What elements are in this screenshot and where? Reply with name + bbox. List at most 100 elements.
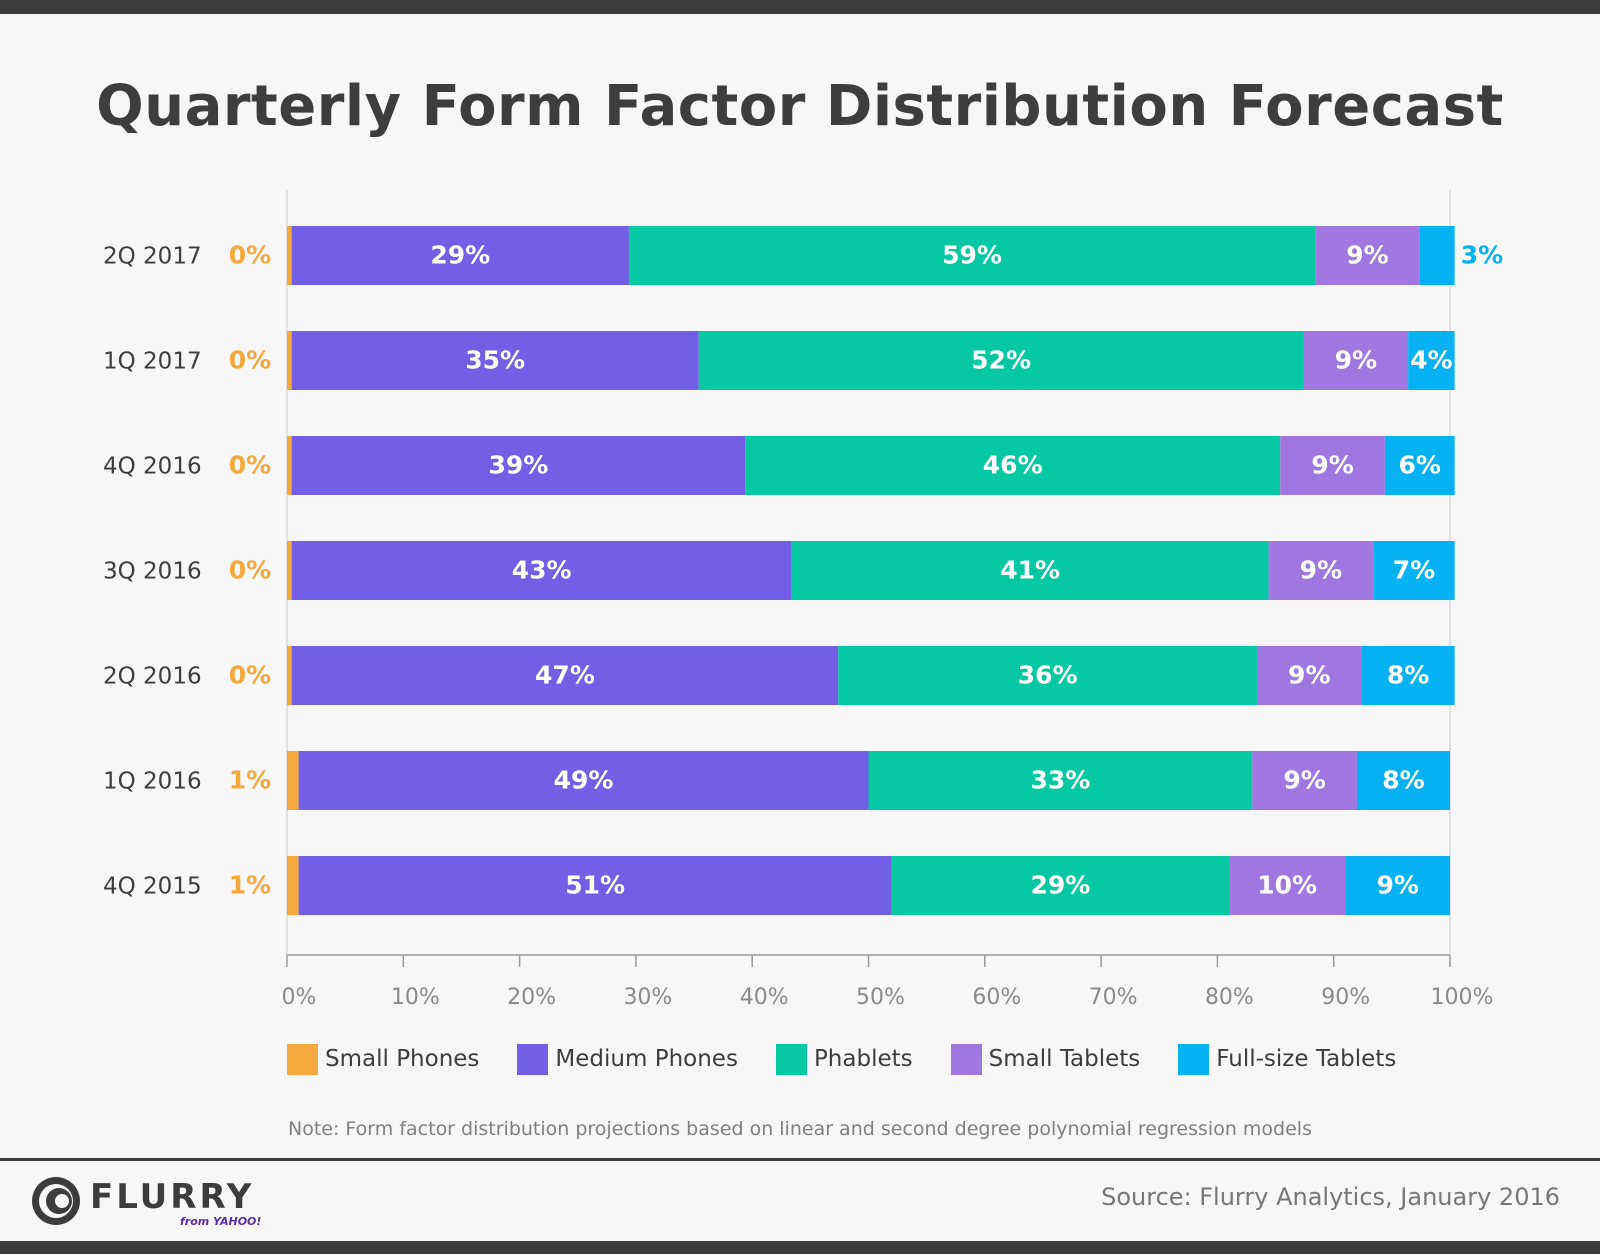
legend-item-full-size-tablets: Full-size Tablets xyxy=(1178,1043,1396,1075)
x-tick-label: 90% xyxy=(1321,985,1370,1010)
bar-medium-phones xyxy=(291,226,629,285)
data-label-small-tablets: 9% xyxy=(1288,661,1330,690)
x-tick-label: 50% xyxy=(856,985,905,1010)
category-label: 1Q 2016 xyxy=(103,769,202,795)
bar-small-tablets xyxy=(1268,541,1374,600)
top-bar xyxy=(0,0,1600,14)
legend-label-small-phones: Small Phones xyxy=(325,1046,480,1072)
legend-item-small-phones: Small Phones xyxy=(287,1043,480,1075)
bar-full-size-tablets xyxy=(1373,541,1455,600)
bar-medium-phones xyxy=(291,541,792,600)
x-tick-label: 70% xyxy=(1089,985,1138,1010)
data-label-small-phones: 0% xyxy=(229,346,271,375)
category-label: 2Q 2017 xyxy=(103,244,202,270)
data-label-medium-phones: 43% xyxy=(512,556,572,585)
legend-swatch-medium-phones xyxy=(517,1043,549,1075)
data-label-medium-phones: 35% xyxy=(465,346,525,375)
x-tick-label: 10% xyxy=(391,985,440,1010)
data-label-small-tablets: 9% xyxy=(1335,346,1377,375)
bar-phablets xyxy=(838,646,1257,705)
x-tick-label: 100% xyxy=(1431,985,1494,1010)
bar-full-size-tablets xyxy=(1356,751,1450,810)
legend-label-phablets: Phablets xyxy=(813,1046,913,1072)
legend-item-phablets: Phablets xyxy=(775,1043,913,1075)
footer-divider xyxy=(0,1158,1600,1161)
data-label-small-tablets: 10% xyxy=(1257,871,1317,900)
bar-phablets xyxy=(745,436,1281,495)
legend: Small Phones Medium Phones Phablets Smal… xyxy=(287,1043,1434,1075)
legend-item-small-tablets: Small Tablets xyxy=(950,1043,1141,1075)
bar-medium-phones xyxy=(298,856,892,915)
legend-swatch-phablets xyxy=(775,1043,807,1075)
bar-phablets xyxy=(628,226,1316,285)
data-label-full-size-tablets: 3% xyxy=(1461,241,1503,270)
bar-full-size-tablets xyxy=(1408,331,1455,390)
logo-wordmark: FLURRY xyxy=(90,1177,255,1217)
bar-small-tablets xyxy=(1229,856,1346,915)
footer: FLURRY from YAHOO! Source: Flurry Analyt… xyxy=(0,1161,1600,1241)
legend-swatch-full-size-tablets xyxy=(1178,1043,1210,1075)
legend-swatch-small-tablets xyxy=(950,1043,982,1075)
footnote: Note: Form factor distribution projectio… xyxy=(288,1118,1312,1140)
data-label-medium-phones: 49% xyxy=(554,766,614,795)
data-label-small-phones: 0% xyxy=(229,556,271,585)
bar-medium-phones xyxy=(298,751,869,810)
data-label-small-phones: 0% xyxy=(229,451,271,480)
data-label-phablets: 29% xyxy=(1030,871,1090,900)
flurry-logo: FLURRY from YAHOO! xyxy=(30,1175,280,1233)
data-label-full-size-tablets: 9% xyxy=(1376,871,1418,900)
data-label-small-tablets: 9% xyxy=(1300,556,1342,585)
bar-small-phones xyxy=(287,856,299,915)
data-label-phablets: 41% xyxy=(1000,556,1060,585)
legend-label-medium-phones: Medium Phones xyxy=(555,1046,738,1072)
data-label-small-phones: 1% xyxy=(229,871,271,900)
bar-small-tablets xyxy=(1256,646,1362,705)
logo-subtitle: from YAHOO! xyxy=(180,1215,262,1228)
stacked-bar-chart: 0% 10% 20% 30% 40% 50% 60% 70% 80% 90% 100% 2Q 2017… xyxy=(103,190,1503,1010)
legend-item-medium-phones: Medium Phones xyxy=(517,1043,738,1075)
bar-full-size-tablets xyxy=(1419,226,1455,285)
bar-small-phones xyxy=(287,751,299,810)
x-tick-label: 0% xyxy=(282,985,317,1010)
bar-phablets xyxy=(698,331,1304,390)
legend-label-small-tablets: Small Tablets xyxy=(988,1046,1141,1072)
category-label: 4Q 2016 xyxy=(103,454,202,480)
data-label-small-phones: 0% xyxy=(229,661,271,690)
x-tick-label: 60% xyxy=(972,985,1021,1010)
bar-small-tablets xyxy=(1252,751,1357,810)
bar-small-phones xyxy=(287,226,292,285)
data-label-phablets: 33% xyxy=(1030,766,1090,795)
flurry-swirl-icon xyxy=(32,1177,80,1225)
chart-title: Quarterly Form Factor Distribution Forec… xyxy=(96,74,1504,139)
category-label: 2Q 2016 xyxy=(103,664,202,690)
bar-small-tablets xyxy=(1280,436,1385,495)
x-tick-label: 20% xyxy=(507,985,556,1010)
data-label-medium-phones: 29% xyxy=(430,241,490,270)
bar-full-size-tablets xyxy=(1361,646,1455,705)
data-label-phablets: 52% xyxy=(971,346,1031,375)
bar-phablets xyxy=(791,541,1269,600)
data-label-small-tablets: 9% xyxy=(1311,451,1353,480)
bar-medium-phones xyxy=(291,331,699,390)
data-label-small-tablets: 9% xyxy=(1346,241,1388,270)
x-tick-label: 40% xyxy=(740,985,789,1010)
bottom-bar xyxy=(0,1241,1600,1254)
data-label-full-size-tablets: 4% xyxy=(1410,346,1452,375)
data-label-medium-phones: 47% xyxy=(535,661,595,690)
data-label-medium-phones: 39% xyxy=(489,451,549,480)
bar-full-size-tablets xyxy=(1345,856,1450,915)
bar-small-tablets xyxy=(1303,331,1409,390)
data-label-small-phones: 1% xyxy=(229,766,271,795)
data-label-phablets: 36% xyxy=(1018,661,1078,690)
category-label: 1Q 2017 xyxy=(103,349,202,375)
bar-small-phones xyxy=(287,331,292,390)
bar-phablets xyxy=(891,856,1230,915)
data-label-phablets: 46% xyxy=(983,451,1043,480)
category-label: 3Q 2016 xyxy=(103,559,202,585)
bar-medium-phones xyxy=(291,436,746,495)
data-label-medium-phones: 51% xyxy=(565,871,625,900)
data-label-phablets: 59% xyxy=(942,241,1002,270)
data-label-full-size-tablets: 8% xyxy=(1387,661,1429,690)
data-label-full-size-tablets: 6% xyxy=(1399,451,1441,480)
data-label-small-phones: 0% xyxy=(229,241,271,270)
